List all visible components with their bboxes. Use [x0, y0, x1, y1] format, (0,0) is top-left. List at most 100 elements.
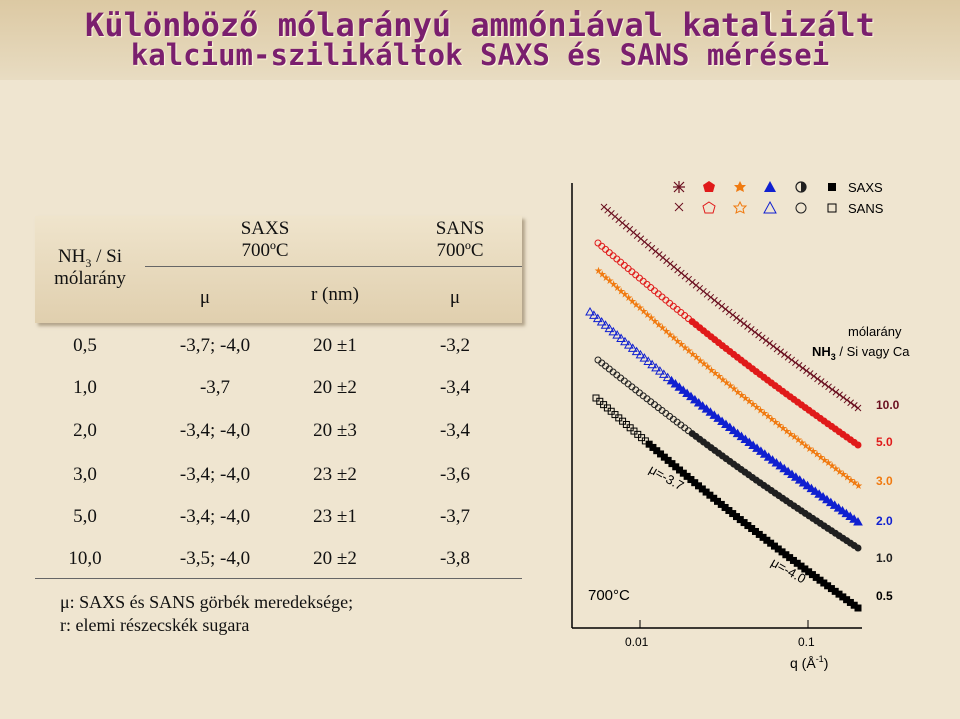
series-labels: 10.0 5.0 3.0 2.0 1.0 0.5 [876, 398, 900, 603]
footnote-r: r: elemi részecskék sugara [60, 615, 250, 635]
data-point: ★ [745, 396, 754, 407]
data-point: ★ [794, 435, 803, 446]
half-circle-fill [801, 182, 806, 192]
data-point: ★ [764, 412, 773, 423]
data-point [795, 362, 803, 369]
cell-mu-sans: -3,4 [439, 420, 471, 441]
data-point [777, 348, 785, 356]
data-point: ★ [598, 269, 607, 280]
table-bottom-rule [35, 578, 522, 579]
data-point [832, 388, 840, 396]
data-point: ★ [647, 313, 656, 324]
data-point [594, 239, 602, 247]
data-point [613, 255, 621, 263]
data-point [701, 404, 712, 413]
data-point: ★ [707, 365, 716, 376]
data-point [766, 340, 774, 347]
data-point [836, 391, 843, 399]
data-point: ★ [767, 415, 776, 426]
series-label-5: 5.0 [876, 435, 893, 449]
data-point [722, 305, 729, 313]
header-saxs-temp: 700ºC [241, 240, 289, 261]
data-point [762, 337, 770, 344]
data-point [714, 299, 722, 307]
header-ratio-unit: mólarány [54, 268, 126, 289]
data-point [810, 372, 818, 380]
footnote-mu: μ: SAXS és SANS görbék meredeksége; [60, 592, 354, 612]
data-point: ★ [715, 372, 724, 383]
data-point: ★ [813, 450, 822, 461]
data-point [839, 394, 847, 401]
data-point [854, 604, 862, 612]
data-point [605, 249, 613, 257]
data-point [847, 399, 854, 407]
data-point [635, 274, 643, 282]
cell-mu-saxs: -3,4; -4,0 [179, 464, 251, 485]
data-point [769, 342, 777, 350]
data-point: ★ [779, 423, 788, 434]
pentagon-open-marker-icon [702, 201, 716, 214]
data-point: ★ [782, 426, 791, 437]
legend-subtitle: NH3 / Si vagy Ca [812, 344, 910, 362]
data-point: ★ [639, 307, 648, 318]
data-point: ★ [651, 317, 660, 328]
header-radius: r (nm) [310, 284, 359, 305]
data-point [718, 302, 726, 310]
triangle-marker-icon [764, 181, 776, 192]
asterisk-marker-icon [673, 181, 685, 193]
square-open-marker-icon [827, 203, 837, 213]
legend-saxs-label: SAXS [848, 180, 883, 195]
header-sans-temp: 700ºC [436, 240, 484, 261]
data-point [609, 252, 617, 260]
data-point [854, 544, 862, 552]
data-point [729, 311, 737, 319]
data-point: ★ [843, 472, 852, 483]
data-point: ★ [617, 286, 626, 297]
data-point [674, 382, 685, 391]
cell-mu-sans: -3,6 [439, 464, 471, 485]
data-point [585, 306, 595, 316]
cell-ratio: 1,0 [73, 377, 97, 398]
cell-radius: 23 ±1 [313, 506, 357, 527]
plot-axes [571, 183, 862, 629]
data-point [592, 313, 603, 323]
data-point: ★ [594, 266, 603, 277]
cell-ratio: 2,0 [73, 420, 97, 441]
data-point [643, 280, 651, 288]
header-mu-saxs: μ [199, 287, 211, 308]
data-point [666, 299, 674, 307]
data-point [643, 356, 654, 365]
data-point: ★ [662, 326, 671, 337]
data-point: ★ [850, 478, 859, 489]
data-point [721, 419, 731, 429]
cell-mu-saxs: -3,7; -4,0 [179, 335, 251, 356]
data-point [732, 428, 743, 438]
data-point [803, 367, 810, 375]
data-point [747, 325, 755, 333]
data-point: ★ [688, 349, 697, 360]
data-point: ★ [756, 406, 765, 417]
x-tick-label-001: 0.01 [625, 635, 649, 649]
data-point [624, 265, 632, 273]
data-point [662, 372, 673, 382]
data-point [744, 323, 751, 330]
data-point [635, 349, 646, 359]
data-point [690, 394, 700, 404]
data-point [828, 386, 836, 393]
data-point [654, 290, 662, 298]
data-point: ★ [692, 353, 701, 364]
data-point: ★ [602, 273, 611, 284]
data-point: ★ [700, 359, 709, 370]
data-point: ★ [654, 320, 663, 331]
data-point: ★ [790, 432, 799, 443]
data-point [781, 351, 788, 358]
cell-mu-saxs: -3,4; -4,0 [179, 506, 251, 527]
data-point [736, 431, 747, 441]
data-point [784, 353, 792, 361]
data-point [758, 334, 766, 342]
data-point [639, 353, 650, 362]
data-point: ★ [681, 343, 690, 354]
data-point [751, 328, 759, 336]
header-mu-sans: μ [449, 287, 461, 308]
